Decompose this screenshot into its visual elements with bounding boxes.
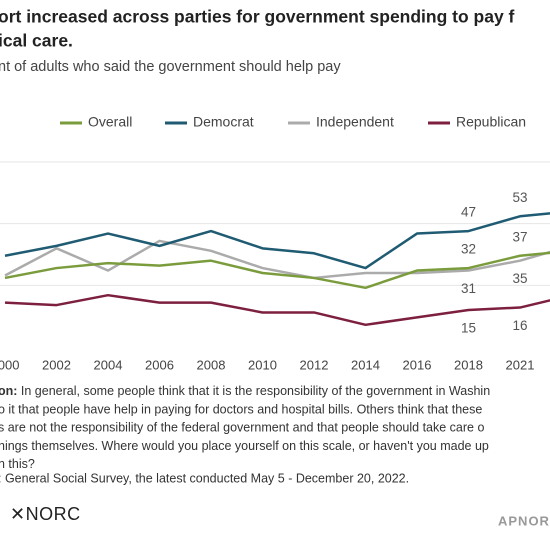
- note: hings themselves. Where would you place …: [0, 439, 489, 453]
- data-label: 32: [461, 242, 476, 257]
- chart-title: ical care.: [0, 31, 73, 51]
- note-part: o it that people have help in paying for…: [0, 403, 482, 417]
- x-tick-label: 2018: [454, 357, 483, 372]
- data-label: 16: [512, 318, 527, 333]
- note-part: s are not the responsibility of the fede…: [0, 421, 484, 435]
- chart-title: ort increased across parties for governm…: [0, 7, 515, 27]
- data-label: 47: [461, 205, 476, 220]
- note: on: In general, some people think that i…: [0, 384, 490, 398]
- data-label: 35: [512, 271, 527, 286]
- x-tick-label: 2002: [42, 357, 71, 372]
- data-label: 15: [461, 321, 476, 336]
- logo: ✕NORC: [10, 504, 81, 524]
- series-line: [4, 212, 550, 270]
- note-part: n this?: [0, 457, 35, 471]
- note-part: on:: [0, 384, 17, 398]
- x-tick-label: 2010: [248, 357, 277, 372]
- x-tick-label: 2021: [506, 357, 535, 372]
- legend-label: Overall: [88, 114, 132, 130]
- x-tick-label: 2004: [94, 357, 123, 372]
- series-line: [4, 293, 550, 327]
- data-label: 37: [512, 229, 527, 244]
- note-part: In general, some people think that it is…: [17, 384, 490, 398]
- note-part: hings themselves. Where would you place …: [0, 439, 489, 453]
- x-tick-label: 2008: [197, 357, 226, 372]
- note: s are not the responsibility of the fede…: [0, 421, 484, 435]
- data-label: 31: [461, 281, 476, 296]
- series-line: [4, 251, 550, 290]
- x-tick-label: 2000: [0, 357, 19, 372]
- data-label: 53: [512, 190, 527, 205]
- legend-label: Independent: [316, 114, 394, 130]
- note: o it that people have help in paying for…: [0, 403, 482, 417]
- chart-subtitle: nt of adults who said the government sho…: [0, 59, 341, 75]
- x-tick-label: 2006: [145, 357, 174, 372]
- x-tick-label: 2014: [351, 357, 380, 372]
- series-line: [4, 239, 550, 280]
- note: n this?: [0, 457, 35, 471]
- x-tick-label: 2016: [403, 357, 432, 372]
- legend-label: Democrat: [193, 114, 254, 130]
- x-tick-label: 2012: [300, 357, 329, 372]
- source: : General Social Survey, the latest cond…: [0, 471, 409, 485]
- brand: APNORC: [498, 513, 550, 528]
- legend-label: Republican: [456, 114, 526, 130]
